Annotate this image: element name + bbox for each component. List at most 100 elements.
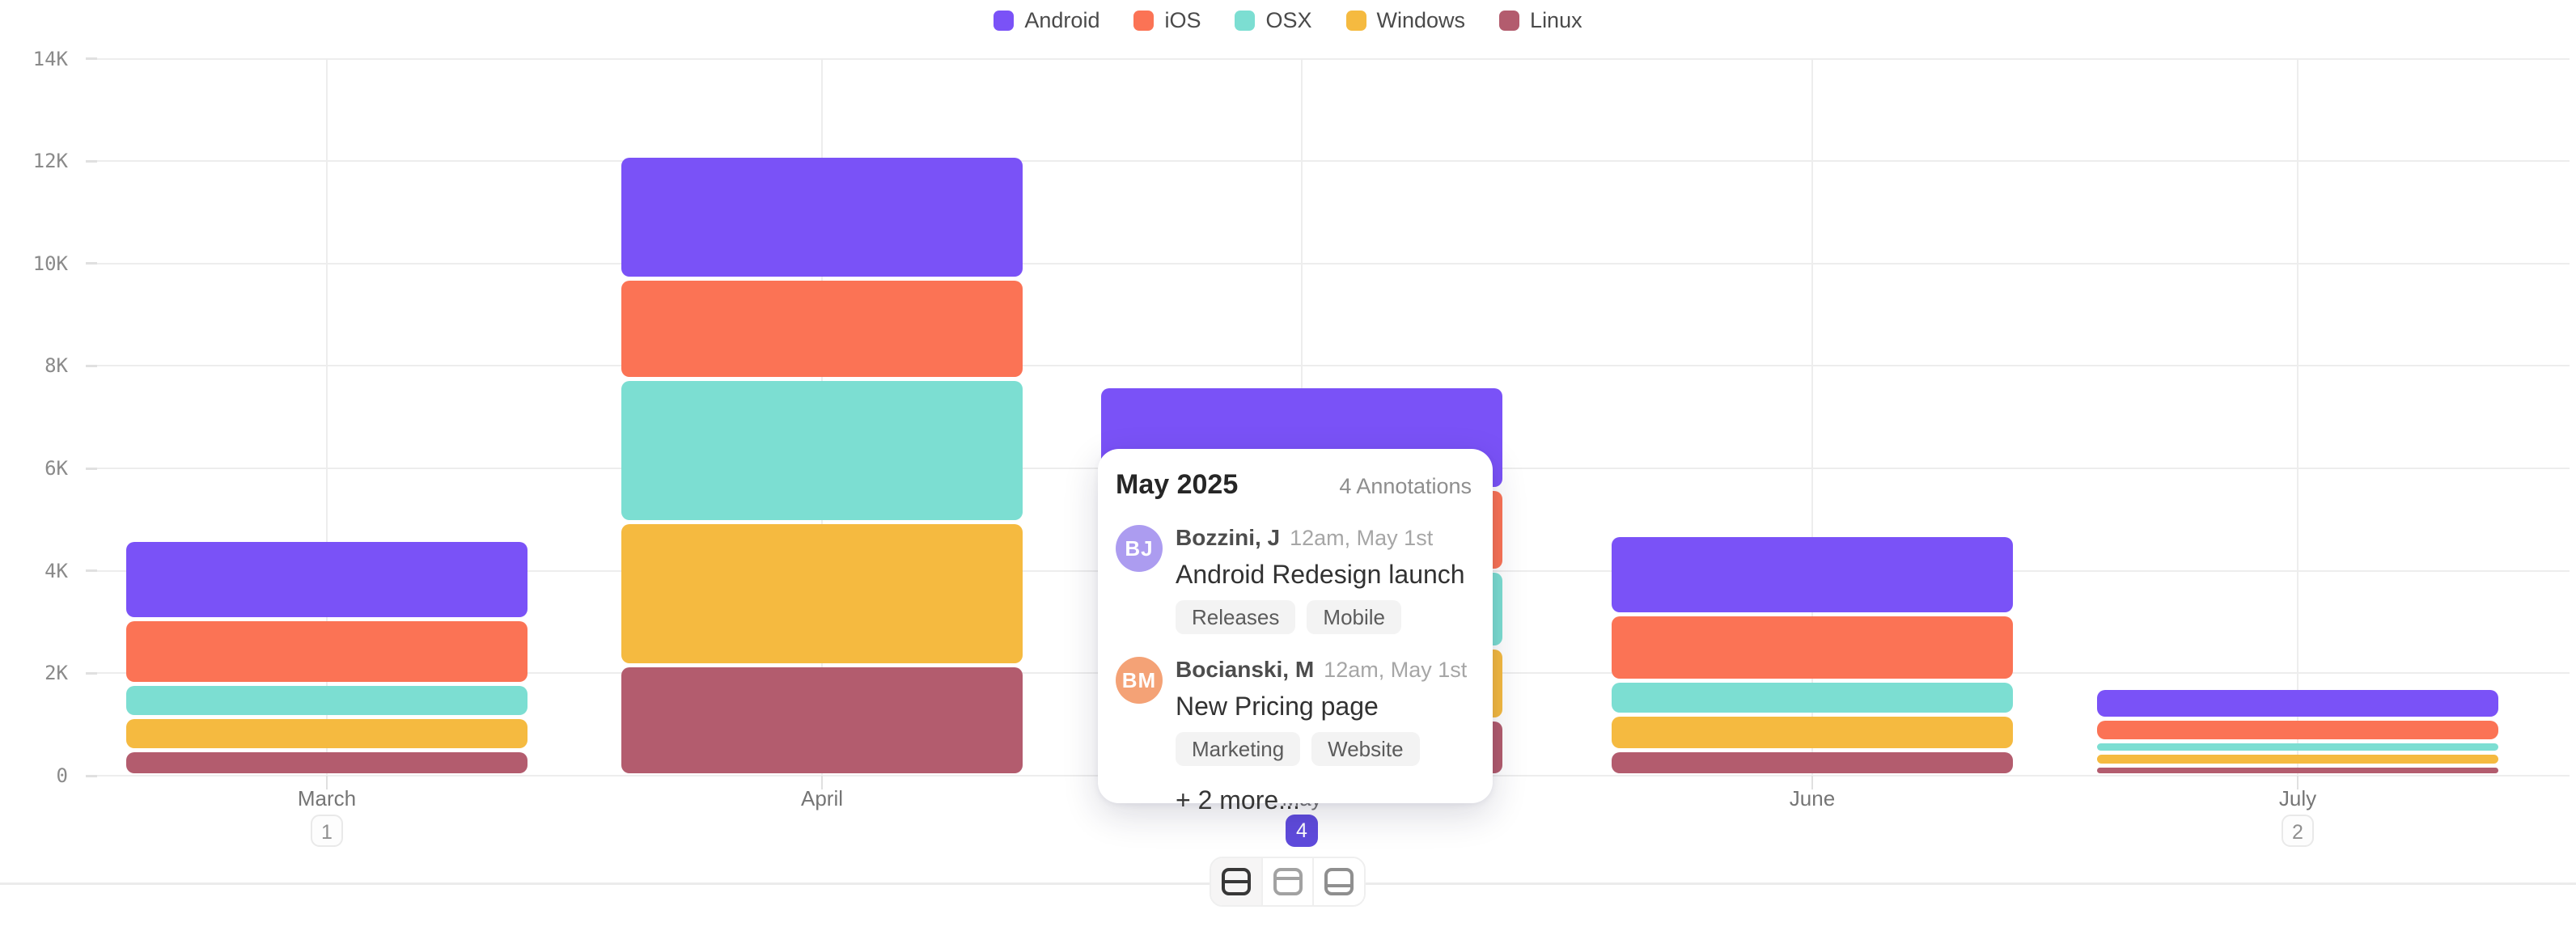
- legend-item-osx[interactable]: OSX: [1235, 8, 1312, 33]
- y-tick-mark: [86, 262, 97, 265]
- annotation-item-0[interactable]: BJ Bozzini, J 12am, May 1st Android Redesig…: [1116, 525, 1472, 634]
- layout-split-middle-icon: [1221, 868, 1251, 895]
- annotation-tags: Releases Mobile: [1176, 600, 1472, 634]
- x-axis-label-march: March: [297, 786, 357, 810]
- bar-april-ios[interactable]: [621, 281, 1023, 377]
- tag-chip-marketing: Marketing: [1176, 732, 1301, 766]
- y-tick-mark: [86, 569, 97, 573]
- avatar: BM: [1116, 657, 1163, 704]
- y-axis-label-14K: 14K: [32, 47, 68, 70]
- tag-chip-mobile: Mobile: [1307, 600, 1401, 634]
- avatar: BJ: [1116, 525, 1163, 572]
- legend-label: iOS: [1164, 8, 1201, 32]
- annotation-count-badge-march[interactable]: 1: [311, 815, 343, 847]
- y-axis-label-8K: 8K: [44, 354, 68, 378]
- bar-march-ios[interactable]: [126, 621, 527, 682]
- layout-switcher: [1210, 857, 1366, 907]
- legend-swatch-icon: [1499, 11, 1520, 31]
- bar-april-windows[interactable]: [621, 524, 1023, 664]
- bar-july-osx[interactable]: [2097, 743, 2498, 751]
- layout-panel-bottom-icon: [1324, 868, 1354, 895]
- layout-panel-top-icon: [1273, 868, 1303, 895]
- x-tick-mark-march: [326, 776, 328, 789]
- h-gridline-14K: [86, 57, 2570, 60]
- annotation-count-badge-may[interactable]: 4: [1286, 815, 1318, 847]
- y-tick-mark: [86, 671, 97, 675]
- bar-june-ios[interactable]: [1612, 616, 2013, 679]
- bar-april-linux[interactable]: [621, 667, 1023, 774]
- legend-swatch-icon: [1133, 11, 1155, 31]
- popup-title: May 2025: [1116, 469, 1239, 500]
- bar-march-linux[interactable]: [126, 751, 527, 774]
- bar-july-windows[interactable]: [2097, 755, 2498, 764]
- y-tick-mark: [86, 159, 97, 163]
- h-gridline-10K: [86, 262, 2570, 265]
- x-axis-label-april: April: [800, 786, 843, 810]
- v-gridline-july: [2297, 58, 2298, 776]
- popup-header: May 2025 4 Annotations: [1116, 468, 1472, 502]
- y-axis-label-6K: 6K: [44, 457, 68, 480]
- layout-panel-bottom-button[interactable]: [1314, 858, 1364, 905]
- y-tick-mark: [86, 774, 97, 777]
- legend-item-windows[interactable]: Windows: [1345, 8, 1466, 33]
- bar-april-osx[interactable]: [621, 380, 1023, 521]
- legend-item-linux[interactable]: Linux: [1499, 8, 1582, 33]
- y-tick-mark: [86, 467, 97, 470]
- x-tick-mark-april: [821, 776, 823, 789]
- x-tick-mark-july: [2297, 776, 2298, 789]
- tag-chip-website: Website: [1311, 732, 1420, 766]
- bar-march-osx[interactable]: [126, 685, 527, 715]
- legend-swatch-icon: [1345, 11, 1366, 31]
- h-gridline-8K: [86, 365, 2570, 367]
- annotation-timestamp: 12am, May 1st: [1290, 526, 1434, 550]
- annotation-tags: Marketing Website: [1176, 732, 1472, 766]
- legend-label: Linux: [1530, 8, 1582, 32]
- legend-label: OSX: [1265, 8, 1312, 32]
- show-more-link[interactable]: + 2 more...: [1176, 785, 1300, 815]
- annotation-body: Bozzini, J 12am, May 1st Android Redesign …: [1176, 525, 1472, 634]
- bar-june-osx[interactable]: [1612, 683, 2013, 713]
- bar-july-android[interactable]: [2097, 689, 2498, 717]
- bar-april-android[interactable]: [621, 158, 1023, 277]
- layout-split-middle-button[interactable]: [1211, 858, 1263, 905]
- annotation-body: Bocianski, M 12am, May 1st New Pricing pag…: [1176, 657, 1472, 766]
- legend-item-android[interactable]: Android: [994, 8, 1099, 33]
- h-gridline-12K: [86, 160, 2570, 163]
- y-tick-mark: [86, 364, 97, 367]
- annotation-author: Bocianski, M: [1176, 657, 1315, 682]
- annotation-item-1[interactable]: BM Bocianski, M 12am, May 1st New Pricing p…: [1116, 657, 1472, 766]
- x-axis-label-july: July: [2278, 786, 2317, 810]
- legend-label: Android: [1024, 8, 1100, 32]
- popup-annotation-count: 4 Annotations: [1339, 474, 1472, 498]
- v-gridline-june: [1811, 58, 1813, 776]
- annotation-count-badge-july[interactable]: 2: [2282, 815, 2314, 847]
- bar-july-ios[interactable]: [2097, 720, 2498, 740]
- layout-panel-top-button[interactable]: [1262, 858, 1315, 905]
- bar-march-android[interactable]: [126, 542, 527, 618]
- y-axis-label-12K: 12K: [32, 150, 68, 173]
- bar-march-windows[interactable]: [126, 718, 527, 748]
- bar-june-windows[interactable]: [1612, 716, 2013, 748]
- tag-chip-releases: Releases: [1176, 600, 1296, 634]
- y-axis-label-0: 0: [56, 764, 68, 787]
- annotation-title: New Pricing page: [1176, 692, 1379, 721]
- bar-july-linux[interactable]: [2097, 767, 2498, 774]
- x-axis-label-june: June: [1789, 786, 1836, 810]
- legend: Android iOS OSX Windows Linux: [0, 8, 2576, 33]
- y-axis-label-2K: 2K: [44, 662, 68, 685]
- legend-swatch-icon: [994, 11, 1015, 31]
- legend-swatch-icon: [1235, 11, 1256, 31]
- y-axis-label-10K: 10K: [32, 252, 68, 275]
- annotation-title: Android Redesign launch: [1176, 560, 1465, 589]
- annotation-list: BJ Bozzini, J 12am, May 1st Android Redesig…: [1116, 525, 1472, 766]
- y-tick-mark: [86, 57, 97, 60]
- y-axis-label-4K: 4K: [44, 559, 68, 582]
- legend-item-ios[interactable]: iOS: [1133, 8, 1201, 33]
- annotation-popup: May 2025 4 Annotations BJ Bozzini, J 12am,…: [1098, 449, 1493, 815]
- bar-june-android[interactable]: [1612, 536, 2013, 613]
- annotation-author: Bozzini, J: [1176, 525, 1281, 550]
- v-gridline-march: [326, 58, 328, 776]
- bar-june-linux[interactable]: [1612, 751, 2013, 774]
- legend-label: Windows: [1376, 8, 1466, 32]
